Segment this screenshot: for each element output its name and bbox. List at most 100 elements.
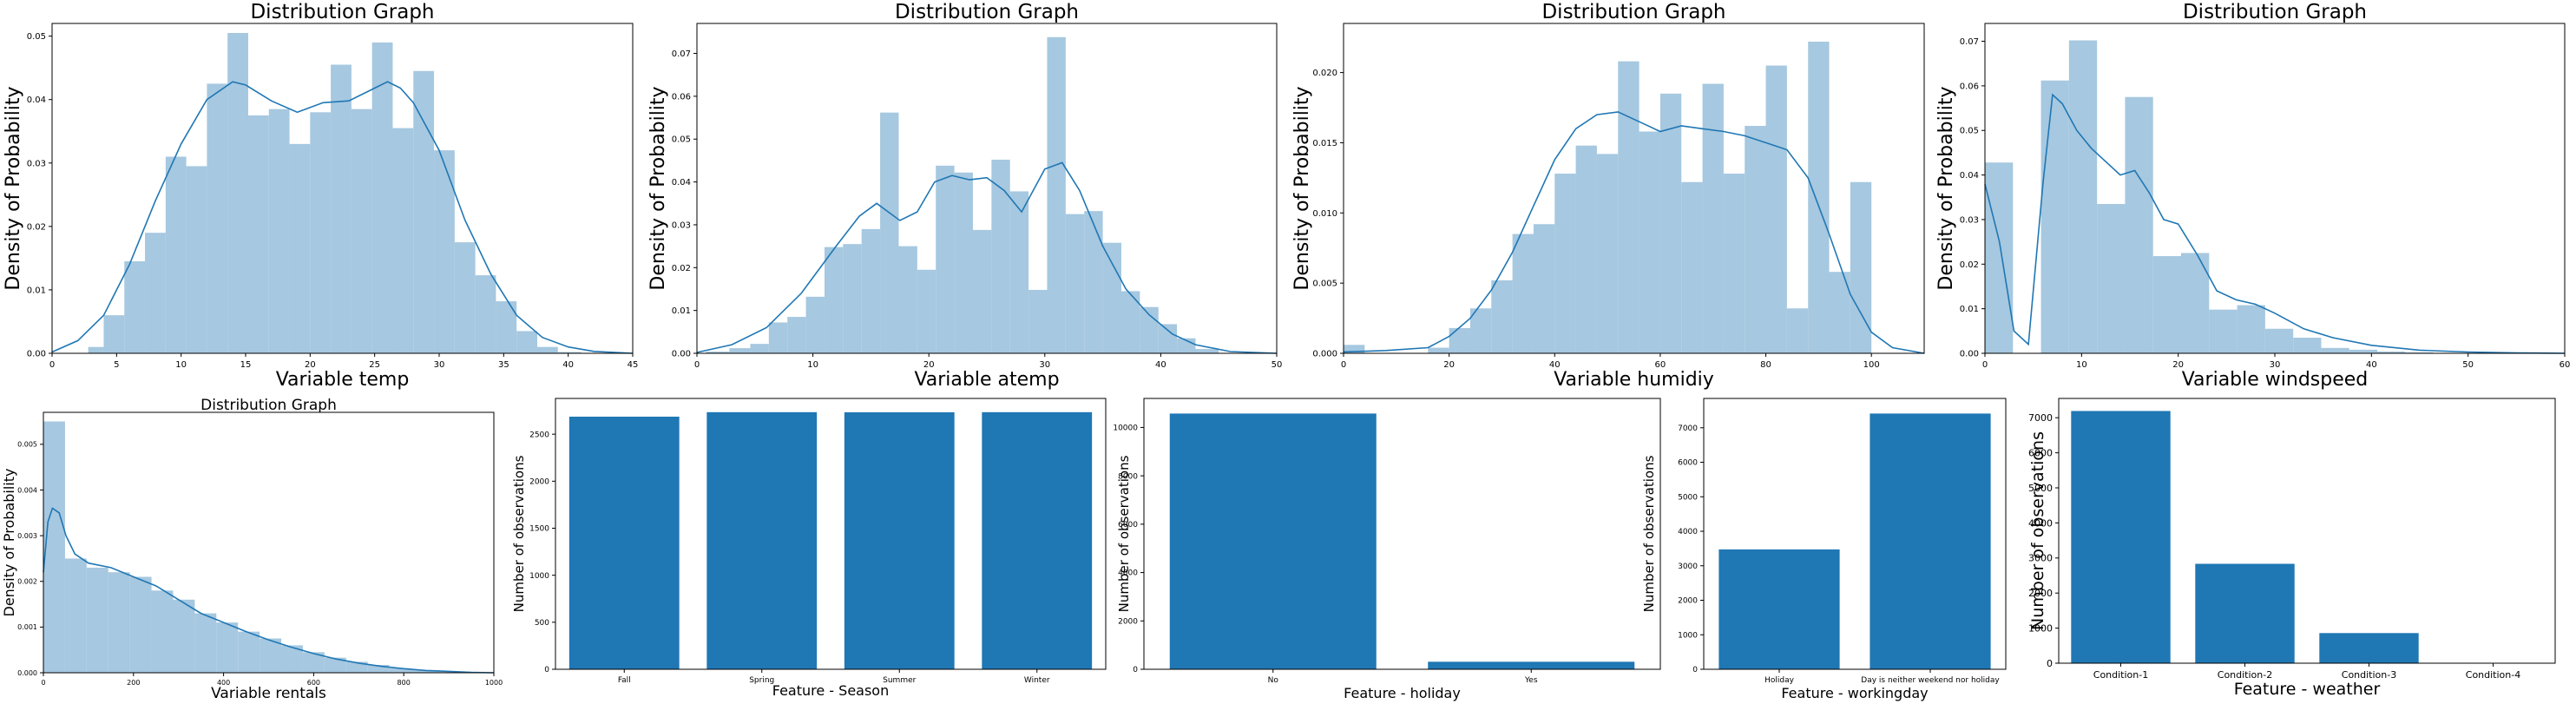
histogram-bar	[124, 261, 146, 353]
x-tick-label: 800	[398, 679, 411, 687]
chart-title: Distribution Graph	[2183, 1, 2367, 23]
y-axis-label: Density of Probability	[1, 469, 17, 617]
y-tick-label: 0.004	[17, 486, 37, 494]
histogram-bar	[2209, 309, 2238, 353]
y-tick-label: 0.06	[1960, 82, 1979, 91]
histogram-bar	[1723, 174, 1745, 353]
histogram-bar	[1596, 154, 1619, 353]
histogram-bar	[151, 590, 174, 673]
y-tick-label: 3000	[1678, 563, 1698, 571]
x-tick-label: 50	[2462, 360, 2474, 370]
chart-panel-2: 0 10 20 30 40 50 0.00 0.01 0.02 0.03 0.04 0.05 0.06 0…	[647, 1, 1282, 391]
x-tick-label: 200	[127, 679, 140, 687]
x-tick-label: Spring	[749, 676, 774, 685]
chart-panel-4: 0 10 20 30 40 50 60 0.00 0.01 0.02 0.03 0.04 0.05 0.0…	[1935, 1, 2570, 391]
histogram-bar	[954, 172, 973, 353]
plot-frame	[51, 23, 634, 354]
y-tick-label: 0.00	[1960, 350, 1979, 359]
y-axis-label: Density of Probability	[1935, 86, 1957, 290]
plot-frame	[1343, 23, 1925, 354]
y-tick-label: 0	[544, 666, 549, 674]
histogram-bar	[1009, 191, 1029, 353]
histogram-bar	[216, 622, 239, 673]
histogram-bar	[475, 275, 496, 353]
x-tick-label: Summer	[883, 676, 916, 685]
histogram-bar	[917, 269, 936, 353]
histogram-bar	[1985, 162, 2014, 353]
histogram-bar	[1681, 181, 1703, 353]
histogram-bar	[2377, 351, 2406, 353]
x-tick-label: 0	[41, 679, 45, 687]
histogram-bar	[1469, 308, 1492, 353]
histogram-bar	[310, 112, 332, 354]
y-axis-label: Number of observations	[1641, 455, 1657, 612]
histogram-bar	[768, 322, 788, 353]
y-tick-label: 2000	[529, 477, 549, 486]
y-tick-label: 10000	[1113, 424, 1138, 433]
bar	[706, 411, 818, 669]
x-tick-label: 40	[562, 360, 574, 370]
histogram-bar	[496, 301, 517, 353]
y-tick-label: 2000	[1678, 597, 1698, 606]
plot-frame	[555, 398, 1107, 670]
histogram-bar	[392, 128, 414, 354]
x-tick-label: Holiday	[1764, 676, 1795, 685]
x-tick-label: 1000	[485, 679, 503, 687]
bar	[1718, 549, 1840, 669]
x-tick-label: 40	[2366, 360, 2377, 370]
y-tick-label: 500	[535, 619, 549, 628]
x-axis-label: Variable atemp	[914, 369, 1059, 391]
chart-panel-5: 0 200 400 600 800 1000 0.000 0.001 0.002 0.003 0.0…	[1, 397, 503, 702]
histogram-bar	[268, 109, 290, 354]
x-tick-label: 20	[2172, 360, 2184, 370]
x-tick-label: 10	[175, 360, 187, 370]
x-tick-label: 30	[2270, 360, 2281, 370]
histogram-bar	[186, 166, 207, 353]
x-tick-label: Yes	[1524, 676, 1538, 685]
x-tick-label: 20	[923, 360, 935, 370]
y-tick-label: 0	[1133, 666, 1138, 674]
x-tick-label: 400	[217, 679, 230, 687]
histogram-bar	[1533, 224, 1555, 353]
bar	[1169, 413, 1377, 669]
histogram-bar	[238, 631, 260, 673]
y-tick-label: 1500	[529, 525, 549, 534]
y-tick-label: 4000	[1118, 569, 1138, 578]
x-tick-label: Condition-1	[2093, 669, 2148, 681]
histogram-bar	[2181, 253, 2210, 353]
x-tick-label: 40	[1549, 360, 1561, 370]
histogram-bar	[86, 567, 108, 673]
histogram-bar	[1702, 83, 1724, 353]
histogram-bar	[413, 70, 435, 354]
histogram-bar	[165, 156, 187, 353]
bar	[568, 417, 680, 669]
x-tick-label: 40	[1155, 360, 1166, 370]
x-axis-label: Variable humidiy	[1554, 369, 1714, 391]
y-tick-label: 4000	[2028, 517, 2053, 529]
histogram-bar	[729, 348, 751, 353]
histogram-bar	[345, 661, 368, 673]
histogram-bar	[2068, 40, 2098, 353]
bar	[844, 411, 955, 669]
y-tick-label: 0.020	[1312, 69, 1337, 78]
histogram-bar	[1158, 324, 1178, 353]
histogram-bar	[331, 64, 352, 353]
histogram-bar	[1195, 349, 1219, 353]
chart-panel-1: 0 5 10 15 20 25 30 35 40 45 0.00 0.01 0.02 0.03 0.04 0.…	[3, 1, 638, 391]
histogram-bar	[1745, 126, 1766, 354]
x-tick-label: 45	[628, 360, 639, 370]
y-axis-label: Number of observations	[511, 455, 527, 612]
histogram-bar	[1084, 211, 1103, 353]
y-tick-label: 2500	[529, 431, 549, 439]
histogram-bar	[1639, 131, 1660, 353]
bar	[2071, 411, 2171, 663]
y-tick-label: 2000	[1118, 617, 1138, 626]
kde-line	[696, 161, 1278, 354]
histogram-bar	[536, 346, 558, 353]
histogram-bar	[173, 599, 195, 673]
y-tick-label: 7000	[2028, 412, 2053, 424]
y-tick-label: 0.003	[17, 532, 37, 540]
histogram-bar	[88, 346, 104, 353]
x-axis-label: Feature - workingday	[1781, 685, 1928, 701]
x-tick-label: 60	[1655, 360, 1666, 370]
